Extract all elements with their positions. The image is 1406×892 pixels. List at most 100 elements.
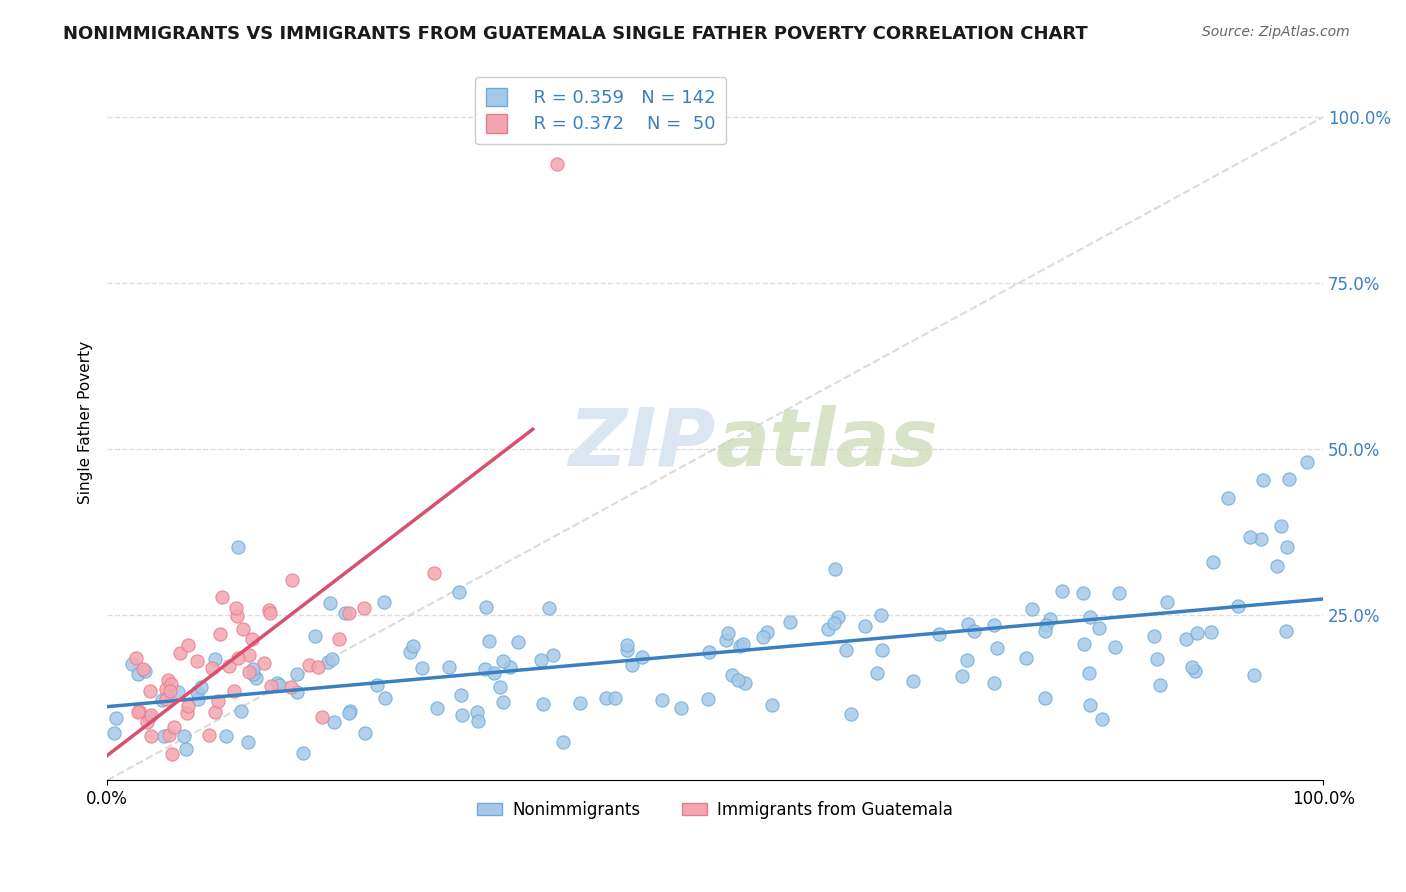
Point bbox=[103, 726, 125, 740]
Point bbox=[204, 705, 226, 719]
Point bbox=[174, 742, 197, 756]
Point bbox=[1071, 586, 1094, 600]
Point bbox=[728, 639, 751, 653]
Point bbox=[128, 704, 150, 718]
Point bbox=[1267, 558, 1289, 573]
Point bbox=[211, 591, 233, 605]
Point bbox=[541, 648, 564, 662]
Point bbox=[1015, 650, 1038, 665]
Point bbox=[1278, 473, 1301, 487]
Point bbox=[1078, 698, 1101, 712]
Point bbox=[260, 680, 283, 694]
Point bbox=[328, 632, 350, 646]
Text: Source: ZipAtlas.com: Source: ZipAtlas.com bbox=[1202, 25, 1350, 39]
Point bbox=[824, 561, 846, 575]
Point bbox=[335, 606, 357, 620]
Point bbox=[734, 676, 756, 690]
Point bbox=[489, 680, 512, 694]
Point bbox=[714, 632, 737, 647]
Point bbox=[150, 693, 173, 707]
Point bbox=[281, 573, 304, 587]
Point bbox=[1216, 491, 1239, 506]
Point bbox=[1033, 691, 1056, 706]
Point bbox=[1156, 595, 1178, 609]
Point bbox=[963, 624, 986, 638]
Point bbox=[127, 666, 149, 681]
Point bbox=[339, 704, 361, 718]
Text: atlas: atlas bbox=[716, 405, 938, 483]
Point bbox=[467, 714, 489, 728]
Point bbox=[209, 626, 232, 640]
Legend: Nonimmigrants, Immigrants from Guatemala: Nonimmigrants, Immigrants from Guatemala bbox=[471, 795, 960, 826]
Point bbox=[155, 681, 177, 696]
Point bbox=[631, 650, 654, 665]
Point bbox=[201, 661, 224, 675]
Point bbox=[1104, 640, 1126, 655]
Text: NONIMMIGRANTS VS IMMIGRANTS FROM GUATEMALA SINGLE FATHER POVERTY CORRELATION CHA: NONIMMIGRANTS VS IMMIGRANTS FROM GUATEMA… bbox=[63, 25, 1088, 43]
Point bbox=[474, 662, 496, 676]
Point bbox=[304, 629, 326, 643]
Point bbox=[538, 601, 561, 615]
Point bbox=[1073, 637, 1095, 651]
Point bbox=[697, 645, 720, 659]
Point bbox=[1078, 665, 1101, 680]
Point bbox=[475, 600, 498, 615]
Point bbox=[492, 695, 515, 709]
Point bbox=[1250, 532, 1272, 546]
Point bbox=[671, 700, 693, 714]
Point bbox=[321, 652, 343, 666]
Point bbox=[531, 697, 554, 711]
Point bbox=[1185, 625, 1208, 640]
Point bbox=[399, 644, 422, 658]
Point bbox=[616, 639, 638, 653]
Point bbox=[225, 600, 247, 615]
Point bbox=[245, 671, 267, 685]
Point bbox=[127, 705, 149, 719]
Point bbox=[125, 651, 148, 665]
Point bbox=[451, 708, 474, 723]
Point bbox=[651, 693, 673, 707]
Point bbox=[156, 673, 179, 688]
Point bbox=[956, 653, 979, 667]
Point bbox=[1143, 629, 1166, 643]
Point bbox=[187, 692, 209, 706]
Point bbox=[696, 691, 718, 706]
Point bbox=[177, 638, 200, 652]
Point bbox=[731, 637, 754, 651]
Point bbox=[1296, 455, 1319, 469]
Point bbox=[839, 707, 862, 722]
Point bbox=[374, 691, 396, 706]
Point bbox=[159, 684, 181, 698]
Point bbox=[1243, 668, 1265, 682]
Point bbox=[152, 729, 174, 743]
Point bbox=[817, 622, 839, 636]
Point bbox=[1039, 612, 1062, 626]
Point bbox=[1146, 652, 1168, 666]
Point bbox=[267, 678, 290, 692]
Point bbox=[957, 617, 980, 632]
Point bbox=[257, 603, 280, 617]
Point bbox=[298, 658, 321, 673]
Point bbox=[292, 746, 315, 760]
Point bbox=[226, 608, 249, 623]
Point bbox=[872, 643, 894, 657]
Point bbox=[121, 657, 143, 671]
Point bbox=[176, 706, 198, 720]
Point bbox=[166, 685, 188, 699]
Point bbox=[449, 585, 471, 599]
Point bbox=[1270, 518, 1292, 533]
Point bbox=[1021, 602, 1043, 616]
Point bbox=[253, 656, 276, 670]
Y-axis label: Single Father Poverty: Single Father Poverty bbox=[79, 341, 93, 504]
Point bbox=[546, 156, 568, 170]
Point bbox=[198, 727, 221, 741]
Point bbox=[285, 685, 308, 699]
Point bbox=[138, 684, 160, 698]
Point bbox=[478, 633, 501, 648]
Point bbox=[163, 720, 186, 734]
Point bbox=[1078, 610, 1101, 624]
Point bbox=[1226, 599, 1249, 613]
Point bbox=[756, 624, 779, 639]
Point bbox=[222, 684, 245, 698]
Point bbox=[285, 666, 308, 681]
